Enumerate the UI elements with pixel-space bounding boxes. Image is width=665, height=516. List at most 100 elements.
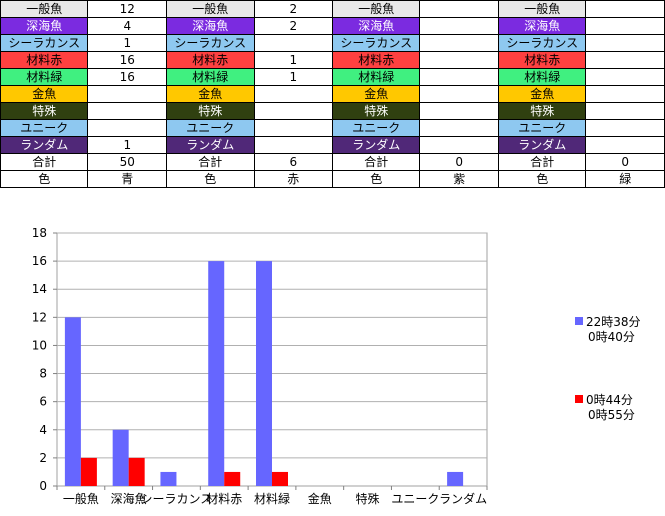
value-cell-gold[interactable] [585,85,665,103]
value-cell-random[interactable]: 1 [87,136,168,154]
value-cell-red[interactable]: 16 [87,51,168,69]
value-cell-color[interactable]: 緑 [585,170,665,188]
label-cell-red[interactable]: 材料赤 [332,51,421,69]
sheet-row-red: 材料赤 16 材料赤 1 材料赤 材料赤 [0,51,665,69]
value-cell-total[interactable]: 0 [585,153,665,171]
value-cell-total[interactable]: 0 [419,153,499,171]
value-cell-ippan[interactable]: 12 [87,0,168,18]
value-cell-unique[interactable] [585,119,665,137]
label-cell-coela[interactable]: シーラカンス [166,34,255,52]
label-cell-color[interactable]: 色 [332,170,421,188]
x-tick-label: 材料緑 [254,491,290,506]
label-cell-unique[interactable]: ユニーク [0,119,89,137]
y-tick-label: 10 [32,338,47,352]
label-cell-coela[interactable]: シーラカンス [332,34,421,52]
value-cell-color[interactable]: 紫 [419,170,499,188]
bar-1 [160,471,177,486]
label-cell-special[interactable]: 特殊 [166,102,255,120]
label-cell-ippan[interactable]: 一般魚 [0,0,89,18]
label-cell-random[interactable]: ランダム [166,136,255,154]
label-cell-random[interactable]: ランダム [497,136,587,154]
label-cell-total[interactable]: 合計 [0,153,89,171]
label-cell-special[interactable]: 特殊 [0,102,89,120]
label-cell-unique[interactable]: ユニーク [166,119,255,137]
value-cell-random[interactable] [419,136,499,154]
label-cell-green[interactable]: 材料緑 [166,68,255,86]
value-cell-special[interactable] [253,102,334,120]
label-cell-red[interactable]: 材料赤 [166,51,255,69]
label-cell-color[interactable]: 色 [497,170,587,188]
label-cell-ippan[interactable]: 一般魚 [497,0,587,18]
value-cell-shinkai[interactable]: 2 [253,17,334,35]
label-cell-coela[interactable]: シーラカンス [0,34,89,52]
label-cell-special[interactable]: 特殊 [497,102,587,120]
label-cell-shinkai[interactable]: 深海魚 [166,17,255,35]
label-cell-coela[interactable]: シーラカンス [497,34,587,52]
label-cell-random[interactable]: ランダム [0,136,89,154]
value-cell-random[interactable] [253,136,334,154]
label-cell-color[interactable]: 色 [0,170,89,188]
value-cell-color[interactable]: 青 [87,170,168,188]
sheet-row-color: 色青色赤色紫色緑 [0,170,665,188]
value-cell-ippan[interactable] [585,0,665,18]
label-cell-color[interactable]: 色 [166,170,255,188]
value-cell-green[interactable]: 16 [87,68,168,86]
legend-swatch-1 [575,317,583,325]
label-cell-green[interactable]: 材料緑 [497,68,587,86]
value-cell-shinkai[interactable]: 4 [87,17,168,35]
label-cell-unique[interactable]: ユニーク [497,119,587,137]
value-cell-gold[interactable] [253,85,334,103]
value-cell-shinkai[interactable] [419,17,499,35]
value-cell-total[interactable]: 6 [253,153,334,171]
label-cell-special[interactable]: 特殊 [332,102,421,120]
value-cell-gold[interactable] [87,85,168,103]
label-cell-unique[interactable]: ユニーク [332,119,421,137]
y-tick-label: 0 [39,479,47,493]
bar-2 [272,471,288,486]
value-cell-special[interactable] [87,102,168,120]
value-cell-gold[interactable] [419,85,499,103]
value-cell-green[interactable] [419,68,499,86]
bar-1 [256,261,272,486]
value-cell-unique[interactable] [253,119,334,137]
label-cell-total[interactable]: 合計 [497,153,587,171]
value-cell-coela[interactable] [585,34,665,52]
label-cell-total[interactable]: 合計 [332,153,421,171]
label-cell-gold[interactable]: 金魚 [166,85,255,103]
label-cell-shinkai[interactable]: 深海魚 [0,17,89,35]
value-cell-shinkai[interactable] [585,17,665,35]
label-cell-gold[interactable]: 金魚 [0,85,89,103]
value-cell-coela[interactable] [253,34,334,52]
value-cell-green[interactable]: 1 [253,68,334,86]
label-cell-red[interactable]: 材料赤 [0,51,89,69]
value-cell-total[interactable]: 50 [87,153,168,171]
value-cell-unique[interactable] [419,119,499,137]
label-cell-gold[interactable]: 金魚 [497,85,587,103]
value-cell-red[interactable]: 1 [253,51,334,69]
label-cell-gold[interactable]: 金魚 [332,85,421,103]
value-cell-coela[interactable] [419,34,499,52]
value-cell-green[interactable] [585,68,665,86]
value-cell-ippan[interactable]: 2 [253,0,334,18]
value-cell-red[interactable] [419,51,499,69]
value-cell-coela[interactable]: 1 [87,34,168,52]
label-cell-green[interactable]: 材料緑 [332,68,421,86]
value-cell-color[interactable]: 赤 [253,170,334,188]
value-cell-special[interactable] [419,102,499,120]
label-cell-shinkai[interactable]: 深海魚 [497,17,587,35]
label-cell-random[interactable]: ランダム [332,136,421,154]
fish-count-sheet: 一般魚 12 一般魚 2 一般魚 一般魚 深海魚 4 深海魚 2 深海魚 深海魚 シーラカンス 1 シーラカ… [0,0,665,188]
label-cell-red[interactable]: 材料赤 [497,51,587,69]
label-cell-green[interactable]: 材料緑 [0,68,89,86]
value-cell-ippan[interactable] [419,0,499,18]
label-cell-ippan[interactable]: 一般魚 [332,0,421,18]
value-cell-random[interactable] [585,136,665,154]
value-cell-red[interactable] [585,51,665,69]
value-cell-unique[interactable] [87,119,168,137]
label-cell-total[interactable]: 合計 [166,153,255,171]
value-cell-special[interactable] [585,102,665,120]
bar-1 [447,471,464,486]
label-cell-shinkai[interactable]: 深海魚 [332,17,421,35]
sheet-row-random: ランダム 1 ランダム ランダム ランダム [0,136,665,154]
label-cell-ippan[interactable]: 一般魚 [166,0,255,18]
